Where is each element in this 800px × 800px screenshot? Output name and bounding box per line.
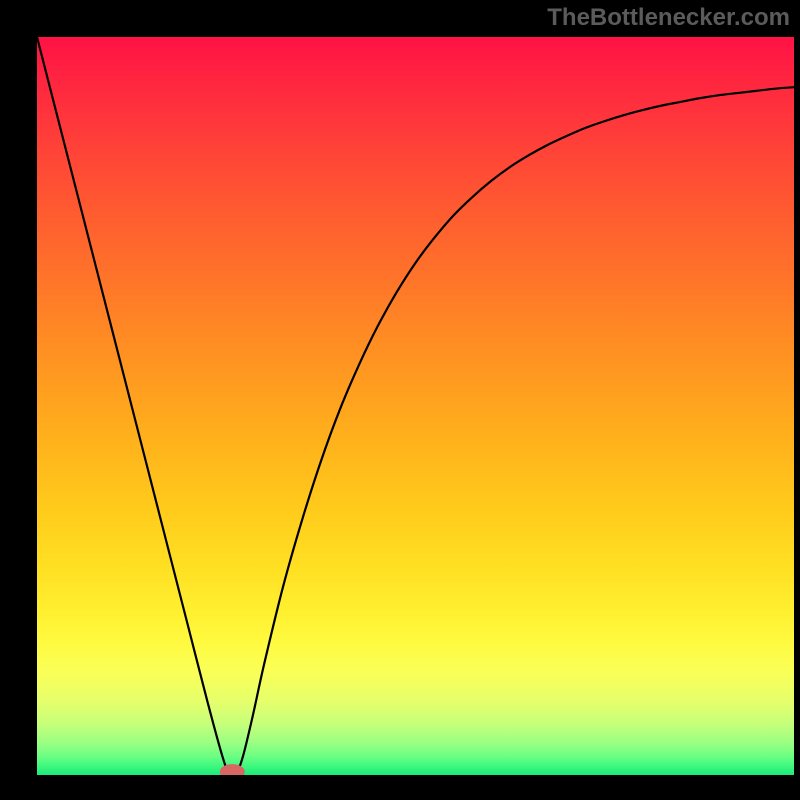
bottleneck-curve: [37, 37, 794, 772]
chart-frame: TheBottlenecker.com: [0, 0, 800, 800]
watermark-text: TheBottlenecker.com: [547, 4, 790, 32]
optimal-point-marker: [220, 765, 244, 775]
plot-area: [37, 37, 794, 775]
chart-svg: [37, 37, 794, 775]
